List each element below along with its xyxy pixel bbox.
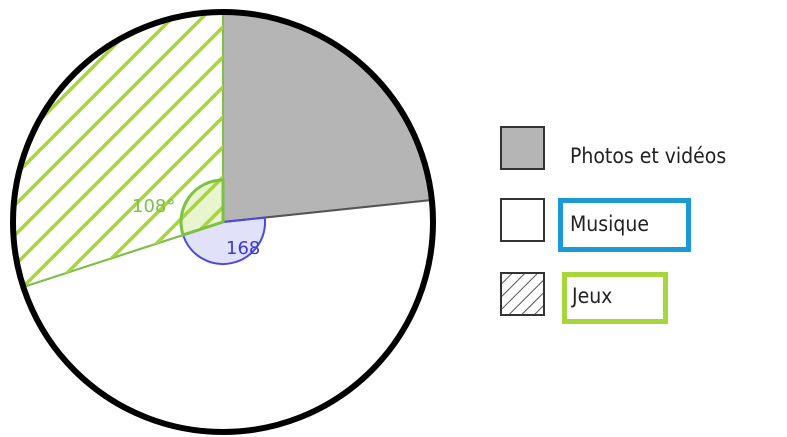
pie-chart: 108° 168 bbox=[10, 9, 436, 435]
legend-item-musique: Musique bbox=[500, 198, 787, 252]
legend-swatch-jeux bbox=[500, 272, 545, 316]
chart-legend: Photos et vidéos Musique Jeux bbox=[500, 126, 787, 326]
legend-swatch-photos bbox=[500, 126, 545, 170]
hatch-line bbox=[13, 12, 223, 287]
legend-item-jeux: Jeux bbox=[500, 272, 787, 324]
hatch-line bbox=[13, 12, 162, 287]
pie-outline bbox=[10, 9, 436, 435]
hatch-line bbox=[13, 12, 223, 287]
hatch-line bbox=[13, 12, 223, 287]
hatch-line bbox=[13, 12, 223, 287]
jeux-highlight-box bbox=[562, 272, 668, 324]
pie-slice-photos bbox=[222, 10, 433, 224]
legend-swatch-musique bbox=[500, 198, 545, 242]
legend-item-photos: Photos et vidéos bbox=[500, 126, 787, 176]
hatch-line bbox=[13, 12, 192, 287]
musique-highlight-box bbox=[558, 198, 691, 252]
hatch-line bbox=[13, 12, 223, 287]
legend-label-musique: Musique bbox=[570, 212, 649, 236]
angle-label-musique: 168 bbox=[226, 238, 260, 259]
angle-mark-jeux bbox=[179, 178, 225, 237]
hatch-line bbox=[13, 12, 223, 287]
angle-label-jeux: 108° bbox=[132, 196, 175, 217]
legend-label-jeux: Jeux bbox=[572, 284, 613, 308]
hatch-line bbox=[13, 12, 222, 287]
legend-label-photos: Photos et vidéos bbox=[570, 144, 727, 168]
